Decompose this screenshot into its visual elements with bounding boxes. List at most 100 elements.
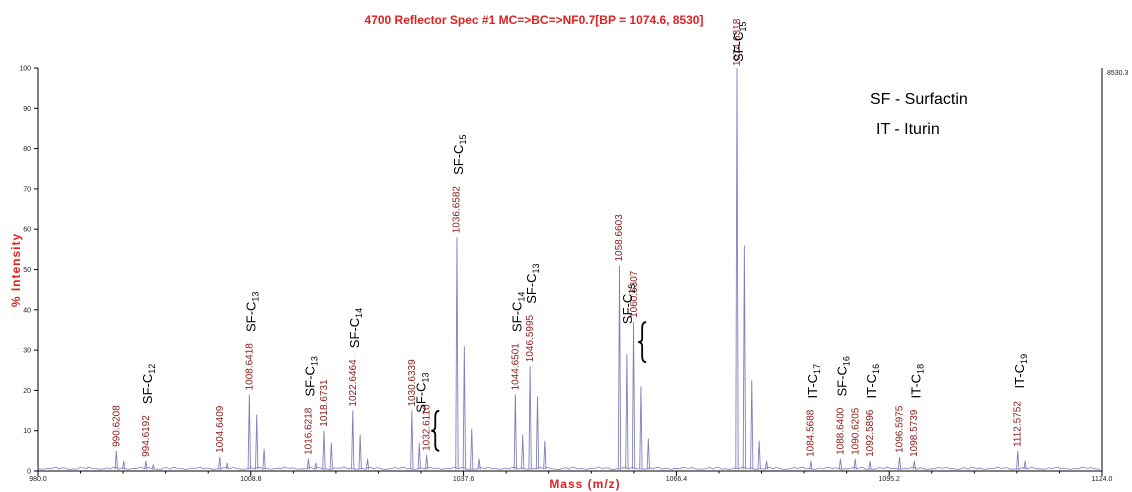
compound-label: SF-C13	[302, 356, 319, 396]
compound-label-sub: 14	[516, 292, 526, 302]
spectrum-peak	[417, 442, 421, 470]
compound-label: IT-C18	[908, 364, 925, 399]
compound-label-base: IT-C	[805, 374, 820, 399]
spectrum-peak	[639, 386, 643, 470]
x-axis-title: Mass (m/z)	[549, 477, 620, 491]
compound-label-sub: 15	[738, 22, 748, 32]
spectrum-peak	[625, 354, 629, 470]
spectrum-peak	[513, 394, 517, 470]
y-ticks: 0 10 20 30 40 50 60 70 80 90 100	[19, 66, 38, 476]
compound-label: SF-C15	[620, 284, 637, 324]
spectrum-peak	[528, 366, 532, 470]
peak-label: 1084.5688	[806, 409, 817, 457]
spectrum-peak	[462, 346, 466, 470]
spectrum-peak	[735, 67, 739, 470]
compound-label-base: IT-C	[1012, 364, 1027, 389]
spectrum-peak	[247, 394, 251, 470]
y-tick-label: 90	[23, 106, 31, 113]
compound-label-sub: 12	[147, 364, 157, 374]
compound-label-sub: 13	[309, 356, 319, 366]
y-tick-label: 100	[19, 66, 31, 73]
spectrum-peak	[477, 458, 481, 470]
compound-label: IT-C16	[864, 364, 881, 399]
spectrum-peak	[912, 460, 916, 470]
peak-label: 1088.6400	[836, 407, 847, 455]
compound-label-base: SF-C	[140, 374, 155, 404]
compound-label: SF-C13	[524, 263, 541, 303]
compound-label-base: SF-C	[302, 366, 317, 396]
spectrum-peak	[322, 430, 326, 470]
compound-label-base: SF-C	[731, 32, 746, 62]
x-tick-label: 1037.6	[453, 476, 475, 483]
spectrum-peak	[262, 448, 266, 470]
peak-label: 1036.6582	[452, 186, 463, 234]
compound-label-base: SF-C	[413, 382, 428, 412]
peak-label: 1004.6409	[215, 405, 226, 453]
compound-label: SF-C12	[140, 364, 157, 404]
y-tick-label: 70	[23, 186, 31, 193]
brace-group	[638, 321, 647, 364]
x-ticks: 980.0 1008.8 1037.6 1066.4 1095.2 1124.0	[29, 471, 1113, 483]
brace-icon	[638, 321, 647, 364]
compound-label-sub: 13	[420, 372, 430, 382]
y-tick-label: 40	[23, 307, 31, 314]
compound-annotations: SF-C12SF-C13SF-C13SF-C14SF-C13SF-C15SF-C…	[140, 22, 1029, 452]
spectrum-peak	[365, 458, 370, 470]
spectrum-peak	[646, 438, 650, 470]
spectrum-peak	[543, 440, 547, 470]
brace-icon	[431, 409, 440, 452]
spectrum-peak	[535, 396, 540, 470]
y-tick-label: 60	[23, 227, 31, 234]
x-tick-label: 1124.0	[1092, 476, 1113, 483]
peak-labels: 990.6208 994.6192 1004.6409 1008.6418 1016.6…	[112, 18, 1024, 457]
compound-label: IT-C17	[805, 364, 822, 399]
spectrum-peak	[853, 458, 857, 470]
peak-label: 1032.6110	[422, 404, 433, 451]
legend-surfactin: SF - Surfactin	[870, 91, 968, 108]
compound-label: SF-C14	[509, 292, 526, 332]
compound-label: SF-C13	[413, 372, 430, 412]
peak-label: 1008.6418	[245, 343, 256, 391]
y-tick-label: 50	[23, 267, 31, 274]
spectrum-trace	[37, 67, 1101, 470]
max-intensity-label: 8530.3	[1107, 70, 1129, 77]
y-tick-label: 20	[23, 388, 31, 395]
peak-label: 1074.6318	[732, 18, 743, 66]
peak-label: 1022.6464	[348, 359, 359, 407]
compound-label-sub: 14	[354, 308, 364, 318]
compound-label-base: SF-C	[451, 145, 466, 175]
compound-label-sub: 17	[812, 364, 822, 374]
spectrum-peak	[521, 434, 525, 470]
y-tick-label: 10	[23, 428, 31, 435]
peak-label: 1058.6603	[614, 214, 625, 262]
peak-label: 1092.5896	[865, 409, 876, 457]
y-axis-title: % Intensity	[9, 233, 23, 307]
compound-label-base: SF-C	[509, 302, 524, 332]
x-tick-label: 980.0	[29, 476, 47, 483]
spectrum-peak	[1023, 460, 1027, 470]
peak-label: 1096.5975	[895, 405, 906, 453]
spectrum-peak	[631, 321, 636, 470]
compound-label-sub: 15	[627, 284, 637, 294]
compound-label-sub: 15	[458, 135, 468, 145]
y-tick-label: 0	[27, 469, 31, 476]
peak-label: 1044.6501	[511, 343, 522, 391]
spectrum-peak	[218, 456, 222, 470]
brace-group	[431, 409, 440, 452]
compound-label-sub: 19	[1019, 354, 1029, 364]
peak-label: 1060.6307	[629, 270, 640, 318]
spectrum-peak	[470, 428, 474, 470]
peak-label: 1112.5752	[1013, 401, 1024, 447]
compound-label-base: SF-C	[620, 294, 635, 324]
compound-label-base: IT-C	[908, 374, 923, 399]
spectrum-peak	[750, 380, 754, 470]
compound-label-base: SF-C	[243, 302, 258, 332]
compound-label-base: IT-C	[864, 374, 879, 399]
compound-label-base: SF-C	[524, 273, 539, 303]
spectrum-peak	[329, 442, 333, 470]
compound-label-base: SF-C	[834, 366, 849, 396]
spectrum-peak	[617, 265, 622, 470]
spectrum-peak	[306, 458, 311, 470]
peak-label: 1030.6339	[407, 359, 418, 407]
